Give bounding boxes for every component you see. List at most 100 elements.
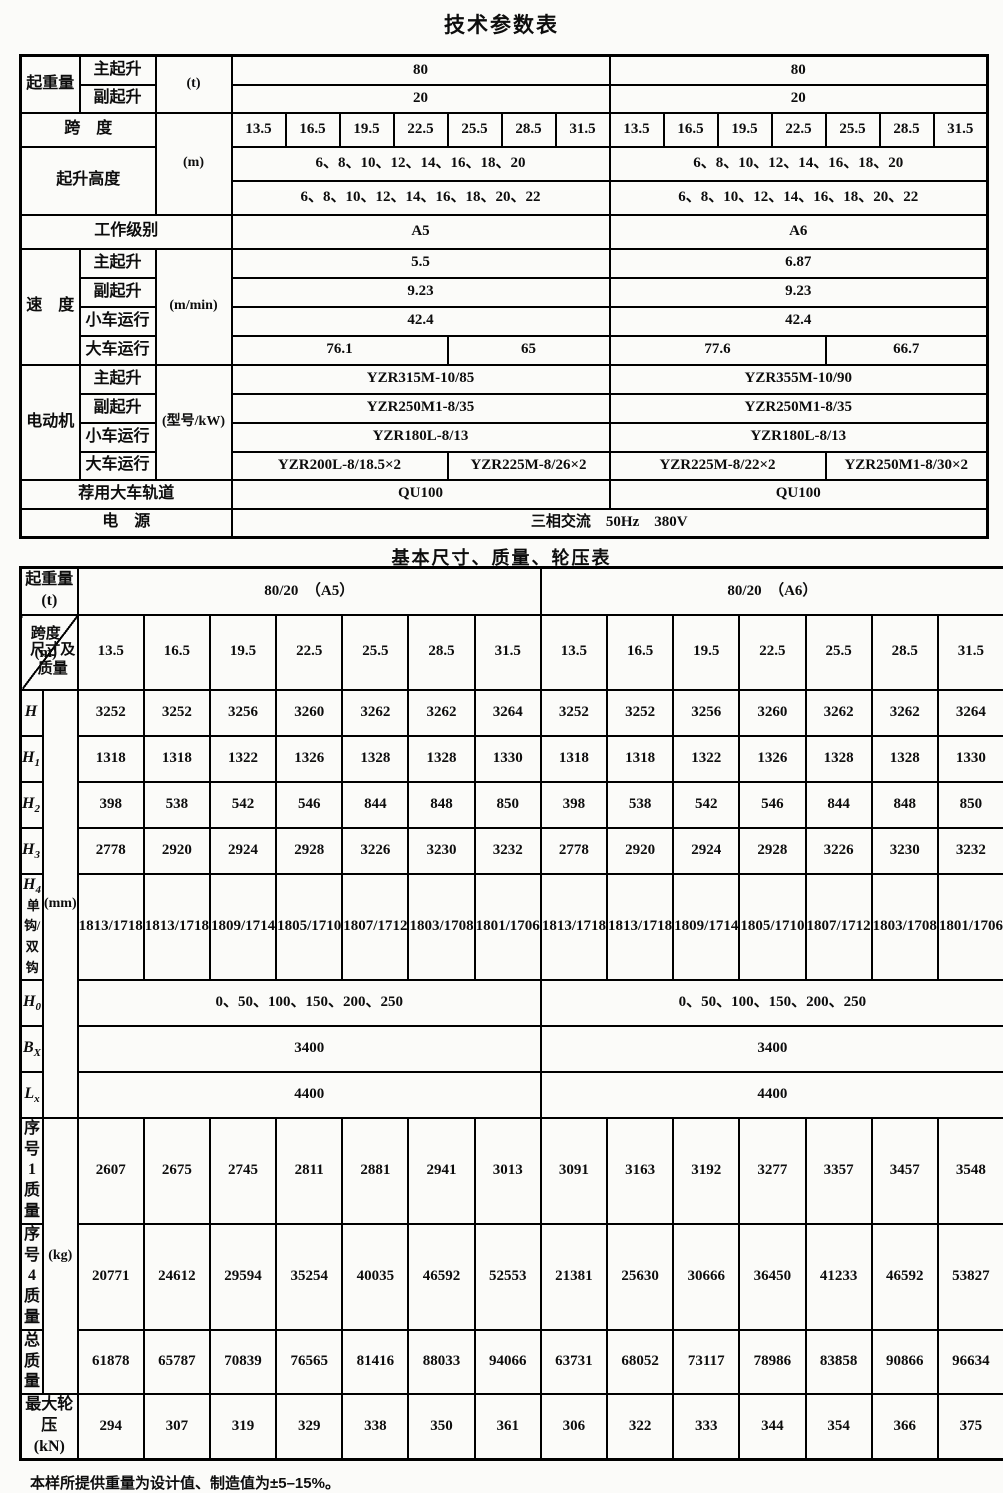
dims-mass-wheel-table: 起重量(t) 80/20 （A5） 80/20 （A6） 跨度(m) 尺寸及质量…: [19, 566, 1003, 1461]
mm-unit-label: (mm): [43, 690, 78, 1118]
row-capacity-header: 起重量(t) 80/20 （A5） 80/20 （A6）: [21, 568, 1003, 615]
row-rail: 荐用大车轨道 QU100 QU100: [21, 480, 988, 509]
corner-dims-label: 尺寸及质量: [29, 641, 77, 680]
dim-h1-a6-cell: 1318: [607, 736, 673, 782]
dim-lx-label: Lx: [21, 1072, 43, 1118]
dim-var: H: [22, 841, 34, 858]
dim-h-a6-cell: 3260: [739, 690, 805, 736]
motor-trolley-a6-cell: YZR180L-8/13: [610, 423, 988, 452]
dim-h1-label: H1: [21, 736, 43, 782]
wheel-pressure-a5-cell: 361: [475, 1394, 541, 1459]
span-header-cell: 31.5: [938, 615, 1003, 690]
tech-table-title: 技术参数表: [0, 0, 1003, 33]
corner-diagonal-cell: 跨度(m) 尺寸及质量: [21, 615, 78, 690]
dim-var-sub: 0: [35, 1001, 41, 1013]
dim-lx-a6-cell: 4400: [541, 1072, 1003, 1118]
span-value-cell: 22.5: [772, 113, 826, 147]
dims-table-title: 基本尺寸、质量、轮压表: [0, 544, 1003, 564]
dim-h2-a5-cell: 844: [342, 782, 408, 828]
span-value-cell: 16.5: [286, 113, 340, 147]
dim-h1-a5-cell: 1318: [144, 736, 210, 782]
mass-item1-a6-cell: 3091: [541, 1118, 607, 1224]
wheel-pressure-a5-cell: 307: [144, 1394, 210, 1459]
dim-h-a6-cell: 3262: [806, 690, 872, 736]
capacity-a5-cell: 80/20 （A5）: [78, 568, 541, 615]
dim-h2-a6-cell: 538: [607, 782, 673, 828]
row-speed-main: 速 度 主起升 (m/min) 5.5 6.87: [21, 249, 988, 278]
dim-h-a5-cell: 3252: [144, 690, 210, 736]
duty-class-a6-cell: A6: [610, 215, 988, 249]
motor-main-a5-cell: YZR315M-10/85: [232, 365, 610, 394]
mass-total-a6-cell: 83858: [806, 1330, 872, 1394]
mass-item4-a6-cell: 53827: [938, 1224, 1003, 1330]
dim-h2-a6-cell: 848: [872, 782, 938, 828]
dim-h-a6-cell: 3264: [938, 690, 1003, 736]
mass-item4-a6-cell: 41233: [806, 1224, 872, 1330]
mass-total-a5-cell: 94066: [475, 1330, 541, 1394]
rail-a6-cell: QU100: [610, 480, 988, 509]
dim-h1-a5-cell: 1328: [342, 736, 408, 782]
mass-item1-a5-cell: 2675: [144, 1118, 210, 1224]
speed-main-a5-cell: 5.5: [232, 249, 610, 278]
dim-var-sub: X: [34, 1047, 41, 1059]
speed-group-label: 速 度: [21, 249, 80, 365]
dim-h2-a6-cell: 398: [541, 782, 607, 828]
dim-h4-a5-cell: 1807/1712: [342, 874, 408, 980]
dim-h4-a6-cell: 1813/1718: [607, 874, 673, 980]
dim-h3-a5-cell: 3226: [342, 828, 408, 874]
row-dim-bx: BX 3400 3400: [21, 1026, 1003, 1072]
wheel-pressure-a5-cell: 329: [276, 1394, 342, 1459]
dim-var: L: [24, 1085, 34, 1102]
mass-item4-a6-cell: 30666: [673, 1224, 739, 1330]
span-header-cell: 28.5: [872, 615, 938, 690]
span-header-cell: 19.5: [210, 615, 276, 690]
lift-height-aux-a5-cell: 6、8、10、12、14、16、18、20、22: [232, 181, 610, 215]
span-header-cell: 16.5: [144, 615, 210, 690]
row-main-hoist-capacity: 起重量 主起升 (t) 80 80: [21, 56, 988, 85]
dim-h3-label: H3: [21, 828, 43, 874]
mass-item1-a5-cell: 2941: [408, 1118, 474, 1224]
wheel-pressure-a5-cell: 350: [408, 1394, 474, 1459]
wheel-pressure-a5-cell: 294: [78, 1394, 144, 1459]
wheel-pressure-a6-cell: 344: [739, 1394, 805, 1459]
dim-h-a6-cell: 3256: [673, 690, 739, 736]
capacity-a6-cell: 80/20 （A6）: [541, 568, 1003, 615]
dim-h4-a5-cell: 1813/1718: [144, 874, 210, 980]
dim-h3-a6-cell: 2924: [673, 828, 739, 874]
mass-item1-label: 序号 1 质量: [21, 1118, 43, 1224]
dim-h4-a6-cell: 1813/1718: [541, 874, 607, 980]
dim-var-sub: 1: [34, 757, 40, 769]
motor-trolley-a5-cell: YZR180L-8/13: [232, 423, 610, 452]
dim-h0-a5-cell: 0、50、100、150、200、250: [78, 980, 541, 1026]
dim-h4-a5-cell: 1801/1706: [475, 874, 541, 980]
dim-h-a5-cell: 3262: [408, 690, 474, 736]
span-header-cell: 25.5: [342, 615, 408, 690]
wheel-pressure-a6-cell: 322: [607, 1394, 673, 1459]
mass-total-label: 总质量: [21, 1330, 43, 1394]
dim-h1-a6-cell: 1326: [739, 736, 805, 782]
dim-var: B: [23, 1039, 34, 1056]
lifting-unit-label: (t): [156, 56, 232, 113]
aux-capacity-a6-cell: 20: [610, 85, 988, 113]
speed-unit-label: (m/min): [156, 249, 232, 365]
dim-h3-a6-cell: 3226: [806, 828, 872, 874]
dim-var: H: [23, 876, 35, 893]
span-value-cell: 19.5: [340, 113, 394, 147]
dim-h2-a6-cell: 850: [938, 782, 1003, 828]
span-value-cell: 19.5: [718, 113, 772, 147]
speed-aux-label: 副起升: [80, 278, 156, 307]
mass-item4-a5-cell: 35254: [276, 1224, 342, 1330]
dim-h1-a6-cell: 1330: [938, 736, 1003, 782]
span-value-cell: 13.5: [610, 113, 664, 147]
span-value-cell: 25.5: [826, 113, 880, 147]
mass-item1-a6-cell: 3548: [938, 1118, 1003, 1224]
dim-h2-a5-cell: 546: [276, 782, 342, 828]
row-power: 电 源 三相交流 50Hz 380V: [21, 509, 988, 538]
mass-item4-a6-cell: 21381: [541, 1224, 607, 1330]
motor-travel-a5-short-cell: YZR200L-8/18.5×2: [232, 452, 448, 480]
